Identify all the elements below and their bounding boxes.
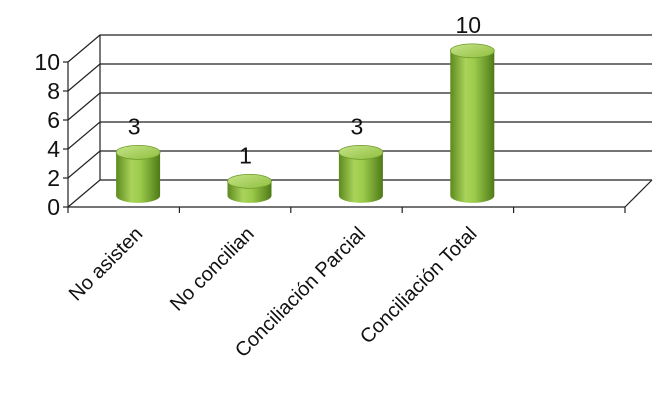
data-label: 10 [456,12,482,38]
y-tick-label: 8 [47,78,60,104]
data-label: 3 [128,113,141,139]
category-label: Conciliación Total [356,223,481,348]
bar [115,144,161,203]
y-tick-label: 2 [47,165,60,191]
y-axis-ticks: 0 2 4 6 8 10 [34,49,60,220]
bar [227,173,272,203]
bars [115,43,495,203]
bar [338,144,384,203]
bar [449,43,495,203]
data-label: 1 [239,142,252,168]
gridline [67,63,652,92]
floor-edge [624,179,653,208]
y-tick-label: 0 [47,194,60,220]
y-tick-label: 4 [47,136,60,162]
data-label: 3 [351,113,364,139]
y-tick-label: 10 [34,49,60,75]
axes [63,35,653,213]
category-label: No asisten [65,223,147,305]
category-label: No concilian [166,223,259,316]
y-tick-label: 6 [47,107,60,133]
data-labels: 3 1 3 10 [128,12,481,169]
gridline [67,34,652,63]
